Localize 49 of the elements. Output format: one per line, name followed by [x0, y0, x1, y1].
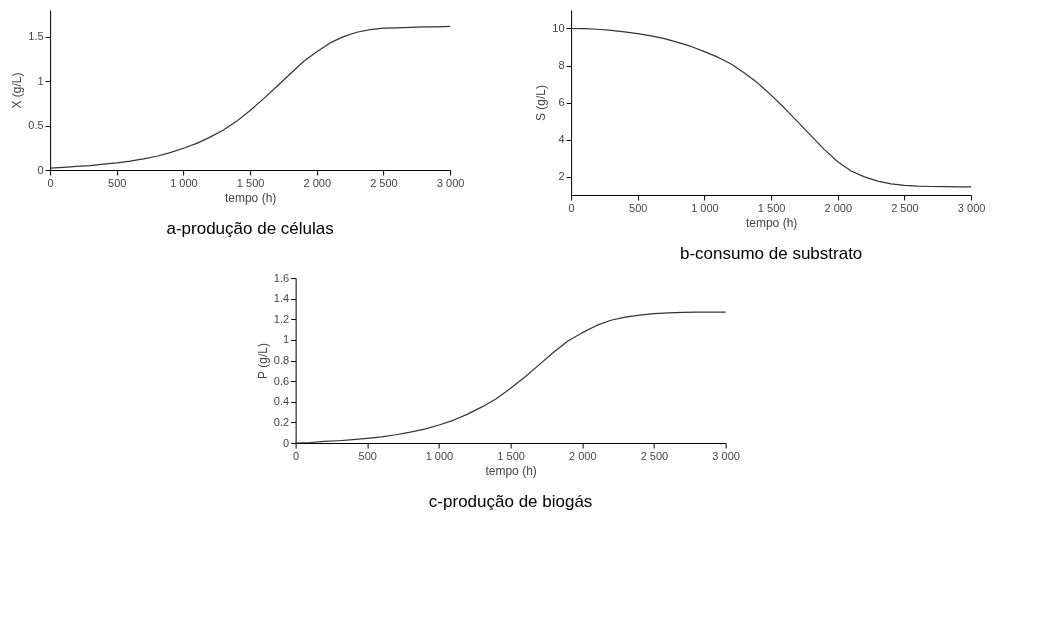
x-tick-label: 0	[47, 176, 54, 189]
y-tick-label: 1.4	[273, 292, 290, 305]
x-tick-label: 500	[358, 449, 377, 462]
x-tick-label: 1 500	[497, 449, 525, 462]
y-tick-label: 0.5	[28, 119, 44, 132]
text: a-produção de células	[166, 219, 334, 238]
y-tick-label: 0	[37, 163, 44, 176]
x-tick-label: 1 000	[691, 201, 719, 214]
x-tick-label: 500	[629, 201, 648, 214]
y-tick-label: 0.6	[273, 374, 290, 387]
x-tick-label: 3 000	[712, 449, 740, 462]
x-tick-label: 500	[108, 176, 127, 189]
y-tick-label: 1	[282, 333, 290, 346]
y-tick-label: 2	[558, 170, 565, 182]
y-tick-label: 4	[558, 133, 565, 145]
x-tick-label: 2 000	[569, 449, 597, 462]
y-tick-label: 10	[552, 22, 565, 34]
x-tick-label: 1 000	[425, 449, 454, 462]
x-tick-label: 2 000	[303, 176, 332, 189]
x-tick-label: 1 500	[236, 176, 265, 189]
x-tick-label: 2 000	[824, 201, 853, 214]
x-tick-label: 0	[293, 449, 300, 462]
y-tick-label: 1	[37, 74, 44, 87]
y-tick-label: 0.2	[273, 415, 290, 428]
line-series	[570, 27, 972, 188]
y-tick-label: 1.5	[28, 30, 44, 43]
y-tick-label: 0.8	[273, 354, 290, 366]
x-tick-label: 2 500	[640, 449, 669, 462]
y-axis-title: S (g/L)	[534, 84, 549, 122]
y-tick-label: 6	[558, 96, 565, 108]
y-axis-title: X (g/L)	[10, 72, 25, 109]
x-axis-title: tempo (h)	[224, 190, 277, 205]
text: c-produção de biogás	[428, 492, 593, 511]
y-tick-label: 0.4	[273, 395, 290, 408]
y-tick-label: 8	[558, 59, 565, 71]
x-axis-title: tempo (h)	[485, 463, 537, 478]
x-tick-label: 3 000	[957, 201, 986, 214]
x-tick-label: 3 000	[436, 176, 465, 189]
x-tick-label: 2 500	[370, 176, 398, 189]
x-tick-label: 0	[568, 201, 575, 214]
y-tick-label: 0	[282, 436, 290, 449]
x-tick-label: 1 000	[170, 176, 198, 189]
y-tick-label: 1.6	[273, 271, 290, 284]
x-axis-title: tempo (h)	[745, 215, 798, 230]
x-tick-label: 2 500	[891, 201, 919, 214]
x-tick-label: 1 500	[757, 201, 786, 214]
y-axis-title: P (g/L)	[255, 343, 270, 379]
y-tick-label: 1.2	[273, 312, 290, 325]
text: b-consumo de substrato	[679, 244, 863, 263]
